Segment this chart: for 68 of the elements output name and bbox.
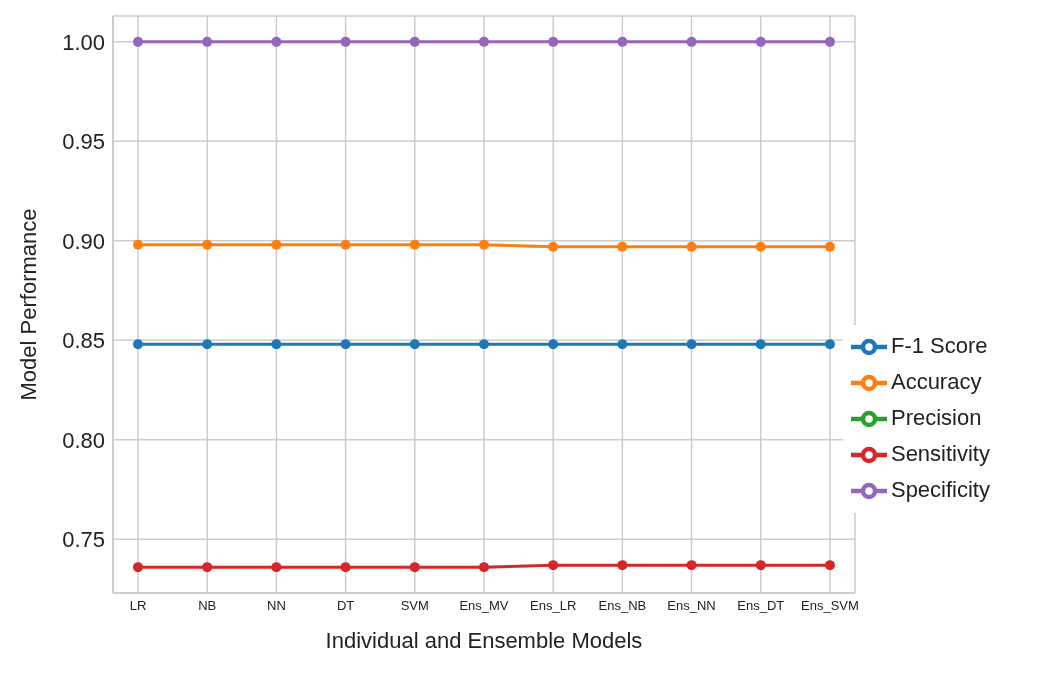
- point: [133, 239, 143, 250]
- x-tick-label: Ens_NB: [598, 598, 647, 614]
- point: [755, 560, 766, 571]
- point: [478, 36, 489, 47]
- point: [548, 339, 559, 350]
- x-tick-label: Ens_SVM: [801, 598, 859, 614]
- point: [271, 562, 282, 573]
- point: [686, 339, 697, 350]
- point: [617, 339, 628, 350]
- point: [617, 560, 628, 571]
- point: [686, 241, 697, 252]
- point: [755, 339, 766, 350]
- point: [824, 241, 835, 252]
- legend-label: Specificity: [890, 476, 990, 502]
- y-axis-title: Model Performance: [15, 208, 41, 401]
- point: [340, 562, 351, 573]
- point: [340, 239, 351, 250]
- point: [202, 36, 213, 47]
- point: [271, 36, 282, 47]
- point: [340, 339, 351, 350]
- legend-label: Precision: [890, 404, 982, 430]
- point: [548, 241, 559, 252]
- x-tick-label: NB: [198, 598, 217, 614]
- x-tick-label: Ens_NN: [667, 598, 716, 614]
- x-tick-label: Ens_MV: [459, 598, 509, 614]
- y-tick-label: 0.80: [62, 427, 105, 453]
- point: [478, 339, 489, 350]
- point: [686, 560, 697, 571]
- x-tick-label: DT: [336, 598, 355, 614]
- point: [409, 562, 420, 573]
- point: [617, 36, 628, 47]
- point: [133, 562, 143, 573]
- point: [824, 339, 835, 350]
- x-tick-label: LR: [129, 598, 147, 614]
- point: [271, 339, 282, 350]
- y-tick-label: 0.85: [62, 328, 105, 354]
- point: [755, 36, 766, 47]
- legend-label: F-1 Score: [890, 332, 988, 358]
- point: [409, 239, 420, 250]
- point: [409, 36, 420, 47]
- point: [133, 339, 143, 350]
- x-tick-label: Ens_DT: [737, 598, 785, 614]
- y-tick-label: 0.75: [62, 527, 105, 553]
- point: [271, 239, 282, 250]
- point: [340, 36, 351, 47]
- point: [202, 239, 213, 250]
- point: [824, 36, 835, 47]
- x-axis-title: Individual and Ensemble Models: [325, 628, 643, 653]
- point: [824, 560, 835, 571]
- point: [548, 560, 559, 571]
- y-tick-label: 0.90: [62, 228, 105, 254]
- x-tick-label: SVM: [400, 598, 429, 614]
- point: [202, 562, 213, 573]
- x-tick-label: NN: [267, 598, 286, 614]
- legend-label: Accuracy: [890, 368, 982, 394]
- point: [409, 339, 420, 350]
- point: [478, 562, 489, 573]
- x-tick-label: Ens_LR: [530, 598, 577, 614]
- y-tick-label: 0.95: [62, 129, 105, 155]
- legend-label: Sensitivity: [890, 440, 990, 466]
- point: [617, 241, 628, 252]
- point: [548, 36, 559, 47]
- point: [202, 339, 213, 350]
- point: [686, 36, 697, 47]
- point: [755, 241, 766, 252]
- point: [478, 239, 489, 250]
- y-tick-label: 1.00: [62, 29, 105, 55]
- point: [133, 36, 143, 47]
